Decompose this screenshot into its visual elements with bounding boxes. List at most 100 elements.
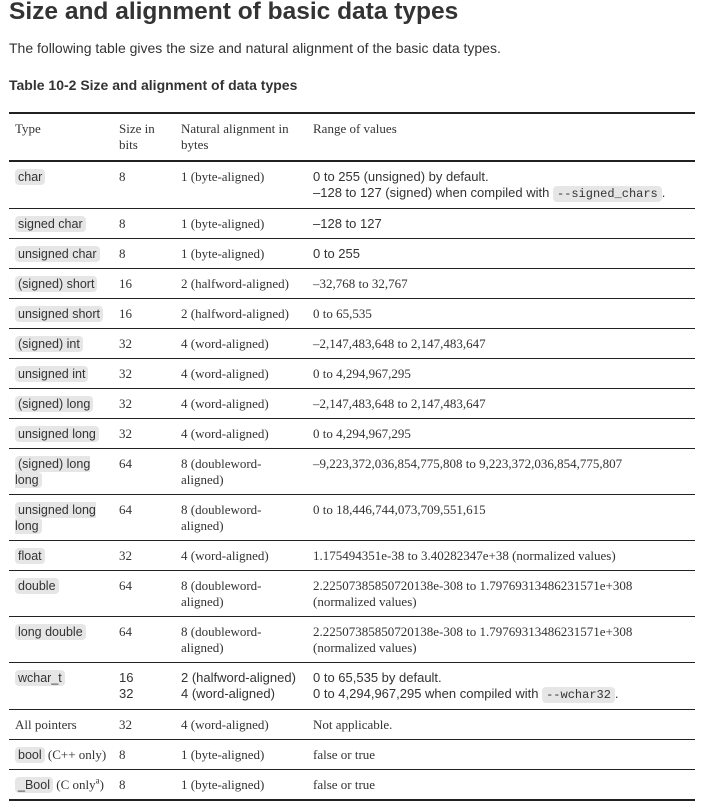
- type-name: float: [15, 548, 45, 564]
- alignment-value: 1 (byte-aligned): [181, 777, 265, 792]
- type-cell: bool (C++ only): [9, 740, 113, 770]
- range-alt-text: –128 to 127 (signed) when compiled with: [313, 185, 553, 200]
- alignment-value: 4 (word-aligned): [181, 396, 269, 411]
- table-row: All pointers 32 4 (word-aligned) Not applic…: [9, 710, 695, 740]
- table-row: (signed) long 32 4 (word-aligned) –2,147,48…: [9, 389, 695, 419]
- size-cell: 64: [113, 571, 175, 617]
- alignment-value: 4 (word-aligned): [181, 548, 269, 563]
- size-cell: 64: [113, 495, 175, 541]
- alignment-cell: 4 (word-aligned): [175, 541, 307, 571]
- range-cell: false or true: [307, 770, 695, 801]
- size-cell: 16: [113, 269, 175, 299]
- size-value: 8: [119, 246, 126, 261]
- table-row: _Bool (C onlya) 8 1 (byte-aligned) false or…: [9, 770, 695, 801]
- alignment-cell: 1 (byte-aligned): [175, 770, 307, 801]
- type-cell: unsigned long: [9, 419, 113, 449]
- range-cell: –9,223,372,036,854,775,808 to 9,223,372,…: [307, 449, 695, 495]
- size-cell: 16 32: [113, 663, 175, 710]
- range-cell: 0 to 18,446,744,073,709,551,615: [307, 495, 695, 541]
- table-row: (signed) short 16 2 (halfword-aligned) –32,…: [9, 269, 695, 299]
- size-value: 8: [119, 216, 126, 231]
- size-cell: 16: [113, 299, 175, 329]
- alignment-value: 1 (byte-aligned): [181, 747, 265, 762]
- range-value: 0 to 4,294,967,295: [313, 366, 411, 381]
- size-cell: 32: [113, 419, 175, 449]
- table-row: double 64 8 (doubleword-aligned) 2.22507385…: [9, 571, 695, 617]
- type-name: wchar_t: [15, 670, 65, 686]
- table-row: float 32 4 (word-aligned) 1.175494351e-38 t…: [9, 541, 695, 571]
- alignment-cell: 2 (halfword-aligned) 4 (word-aligned): [175, 663, 307, 710]
- alignment-value: 8 (doubleword-aligned): [181, 456, 262, 487]
- alignment-value: 4 (word-aligned): [181, 366, 269, 381]
- table-row: unsigned char 8 1 (byte-aligned) 0 to 255: [9, 239, 695, 269]
- size-cell: 32: [113, 541, 175, 571]
- header-alignment: Natural alignment in bytes: [175, 113, 307, 162]
- range-value: 0 to 255: [313, 246, 360, 261]
- size-value: 8: [119, 169, 126, 184]
- type-name: long double: [15, 624, 86, 640]
- size-cell: 8: [113, 770, 175, 801]
- type-name: signed char: [15, 216, 86, 232]
- size-value: 8: [119, 747, 126, 762]
- range-cell: 0 to 4,294,967,295: [307, 419, 695, 449]
- type-cell: unsigned long long: [9, 495, 113, 541]
- type-cell: _Bool (C onlya): [9, 770, 113, 801]
- table-row: unsigned int 32 4 (word-aligned) 0 to 4,294…: [9, 359, 695, 389]
- table-header-row: Type Size in bits Natural alignment in b…: [9, 113, 695, 162]
- alignment-cell: 1 (byte-aligned): [175, 161, 307, 209]
- alignment-cell: 4 (word-aligned): [175, 329, 307, 359]
- type-note-close: ): [99, 777, 104, 792]
- type-name: unsigned long long: [15, 502, 96, 534]
- range-alt-period: .: [614, 686, 619, 701]
- type-cell: long double: [9, 617, 113, 663]
- type-name: char: [15, 169, 46, 185]
- alignment-value: 8 (doubleword-aligned): [181, 624, 262, 655]
- table-row: wchar_t 16 32 2 (halfword-aligned) 4 (word-a…: [9, 663, 695, 710]
- range-value: false or true: [313, 747, 376, 762]
- footnote-ref[interactable]: a: [95, 775, 100, 786]
- size-cell: 32: [113, 359, 175, 389]
- table-row: (signed) long long 64 8 (doubleword-aligne…: [9, 449, 695, 495]
- alignment-cell: 4 (word-aligned): [175, 389, 307, 419]
- alignment-value: 4 (word-aligned): [181, 426, 269, 441]
- alignment-cell: 8 (doubleword-aligned): [175, 617, 307, 663]
- size-cell: 32: [113, 710, 175, 740]
- size-value: 64: [119, 624, 132, 639]
- range-value: 0 to 255 (unsigned) by default.: [313, 169, 489, 184]
- size-value: 64: [119, 502, 132, 517]
- type-name: (signed) short: [15, 276, 98, 292]
- size-cell: 32: [113, 389, 175, 419]
- alignment-value: 4 (word-aligned): [181, 336, 269, 351]
- type-name: unsigned long: [15, 426, 99, 442]
- alignment-value: 8 (doubleword-aligned): [181, 578, 262, 609]
- type-name: double: [15, 578, 59, 594]
- table-row: signed char 8 1 (byte-aligned) –128 to 127: [9, 209, 695, 239]
- alignment-value: 1 (byte-aligned): [181, 246, 265, 261]
- type-name: All pointers: [15, 717, 77, 732]
- alignment-cell: 2 (halfword-aligned): [175, 269, 307, 299]
- type-name: unsigned char: [15, 246, 100, 262]
- type-name: _Bool: [15, 777, 53, 793]
- type-cell: (signed) int: [9, 329, 113, 359]
- table-row: char 8 1 (byte-aligned) 0 to 255 (unsigned)…: [9, 161, 695, 209]
- range-value: Not applicable.: [313, 717, 393, 732]
- range-cell: 0 to 4,294,967,295: [307, 359, 695, 389]
- type-cell: unsigned short: [9, 299, 113, 329]
- intro-paragraph: The following table gives the size and n…: [9, 40, 501, 56]
- range-value-alt: –128 to 127 (signed) when compiled with …: [313, 185, 689, 202]
- alignment-cell: 8 (doubleword-aligned): [175, 495, 307, 541]
- alignment-cell: 4 (word-aligned): [175, 359, 307, 389]
- alignment-value: 2 (halfword-aligned): [181, 670, 296, 685]
- type-cell: (signed) long: [9, 389, 113, 419]
- size-cell: 8: [113, 209, 175, 239]
- type-cell: unsigned char: [9, 239, 113, 269]
- range-value: –128 to 127: [313, 216, 382, 231]
- range-value: 2.22507385850720138e-308 to 1.7976931348…: [313, 578, 633, 609]
- table-row: (signed) int 32 4 (word-aligned) –2,147,483…: [9, 329, 695, 359]
- range-cell: 0 to 65,535: [307, 299, 695, 329]
- size-value: 32: [119, 548, 132, 563]
- range-cell: –32,768 to 32,767: [307, 269, 695, 299]
- alignment-cell: 1 (byte-aligned): [175, 740, 307, 770]
- range-cell: 0 to 255 (unsigned) by default. –128 to 1…: [307, 161, 695, 209]
- alignment-cell: 1 (byte-aligned): [175, 239, 307, 269]
